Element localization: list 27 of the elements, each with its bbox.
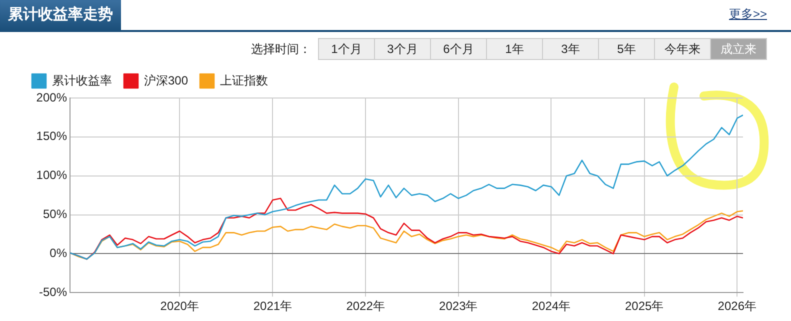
text: 更多>> (728, 6, 767, 23)
y-tick-label: 150% (36, 129, 68, 144)
y-tick-label: -50% (38, 284, 68, 299)
text: 1年 (486, 38, 543, 60)
legend-label: 沪深300 (144, 73, 188, 88)
text: 3年 (542, 38, 599, 60)
text: 6个月 (430, 38, 487, 60)
text: 5年 (598, 38, 655, 60)
x-tick-label: 2025年 (624, 299, 664, 314)
text: 1个月 (318, 38, 375, 60)
x-tick-label: 2026年 (718, 299, 756, 314)
y-tick-label: 50% (42, 207, 68, 222)
x-tick-label: 2020年 (160, 299, 199, 314)
y-tick-label: 100% (36, 168, 68, 182)
x-tick-label: 2021年 (253, 299, 292, 314)
y-tick-label: 200% (36, 90, 68, 104)
x-tick-label: 2023年 (439, 299, 478, 314)
text: 3个月 (374, 38, 431, 60)
x-tick-label: 2024年 (532, 299, 571, 314)
text: 选择时间： (251, 40, 311, 58)
x-tick-label: 2022年 (346, 299, 385, 314)
legend-label: 累计收益率 (52, 73, 112, 88)
y-tick-label: 0% (50, 246, 68, 260)
text: 今年来 (654, 38, 711, 60)
legend-label: 上证指数 (220, 73, 268, 88)
chart-title: 累计收益率走势 (0, 0, 121, 30)
text: 成立来 (710, 38, 767, 60)
